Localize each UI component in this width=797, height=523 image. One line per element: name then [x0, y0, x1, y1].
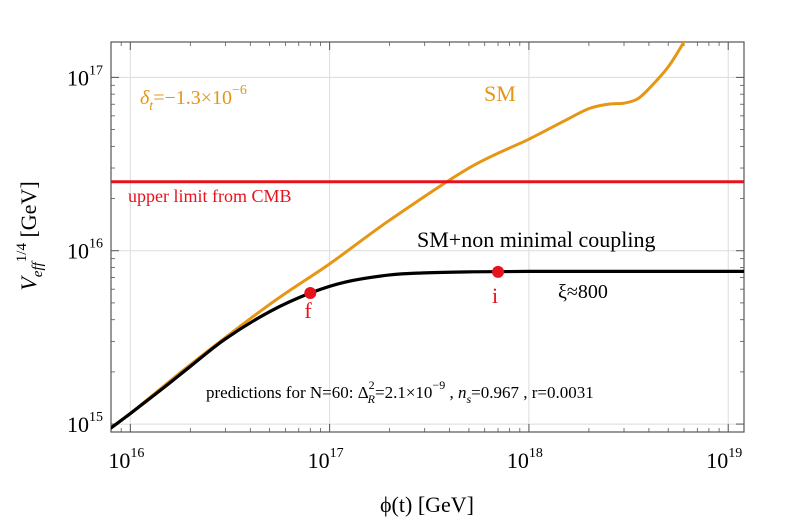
pred-ns-value: =0.967 [471, 383, 519, 402]
predictions-text: predictions for N=60: Δ2 R=2.1×10−9 , ns=… [206, 378, 594, 406]
delta-exp: −6 [232, 83, 247, 98]
pred-delta-sub: R [367, 392, 376, 406]
y-tick-base: 10 [67, 65, 89, 90]
ylabel-main: V [16, 275, 41, 291]
x-tick-exp: 19 [728, 446, 742, 461]
delta-sub: t [149, 99, 154, 114]
x-tick-base: 10 [507, 448, 529, 473]
delta-annotation: δt=−1.3×10−6 [140, 83, 247, 114]
y-tick-base: 10 [67, 412, 89, 437]
pred-ns-symbol: n [458, 383, 467, 402]
x-tick-exp: 16 [130, 446, 144, 461]
y-tick-label: 1017 [67, 63, 103, 90]
grid [111, 42, 744, 432]
points-layer [304, 265, 505, 300]
pred-ns-sub: s [466, 392, 471, 406]
xi-label: ξ≈800 [558, 281, 608, 303]
y-tick-exp: 16 [89, 237, 103, 252]
point-label-i: i [492, 283, 498, 308]
pred-sep1: , [445, 383, 458, 402]
delta-symbol: δ [140, 87, 150, 109]
ylabel-sub: eff [30, 260, 46, 277]
pred-sep2: , [519, 383, 532, 402]
svg-text:Veff1/4 [GeV]: Veff1/4 [GeV] [14, 181, 46, 290]
x-tick-base: 10 [108, 448, 130, 473]
x-tick-base: 10 [308, 448, 330, 473]
nmc-label: SM+non minimal coupling [417, 227, 656, 252]
x-tick-exp: 17 [330, 446, 344, 461]
series-layer [111, 42, 744, 430]
ylabel-unit: [GeV] [16, 181, 41, 243]
x-tick-label: 1016 [108, 446, 144, 473]
cmb-label: upper limit from CMB [128, 186, 292, 206]
pred-prefix: predictions for N=60: Δ [206, 383, 369, 402]
x-axis-title: ϕ(t) [GeV] [380, 492, 474, 517]
point-f [304, 287, 317, 300]
x-tick-label: 1018 [507, 446, 543, 473]
sm-label: SM [484, 81, 516, 106]
y-tick-label: 1016 [67, 237, 103, 264]
pred-delta-sup: 2 [369, 378, 375, 392]
point-label-f: f [304, 298, 312, 323]
point-i [492, 265, 505, 278]
delta-value: =−1.3×10 [153, 87, 232, 109]
plot-frame [110, 41, 745, 433]
y-tick-label: 1015 [67, 410, 103, 437]
y-tick-base: 10 [67, 239, 89, 264]
series-nmc-curve [111, 269, 744, 430]
y-axis-title: Veff1/4 [GeV] [14, 181, 46, 290]
pred-r: r=0.0031 [532, 383, 594, 402]
x-tick-exp: 18 [529, 446, 543, 461]
x-tick-base: 10 [706, 448, 728, 473]
ylabel-sup: 1/4 [14, 243, 30, 263]
pred-value: =2.1×10 [375, 383, 432, 402]
x-tick-label: 1019 [706, 446, 742, 473]
y-tick-exp: 17 [89, 63, 103, 78]
y-tick-exp: 15 [89, 410, 103, 425]
x-tick-label: 1017 [308, 446, 344, 473]
pred-exp: −9 [432, 378, 445, 392]
